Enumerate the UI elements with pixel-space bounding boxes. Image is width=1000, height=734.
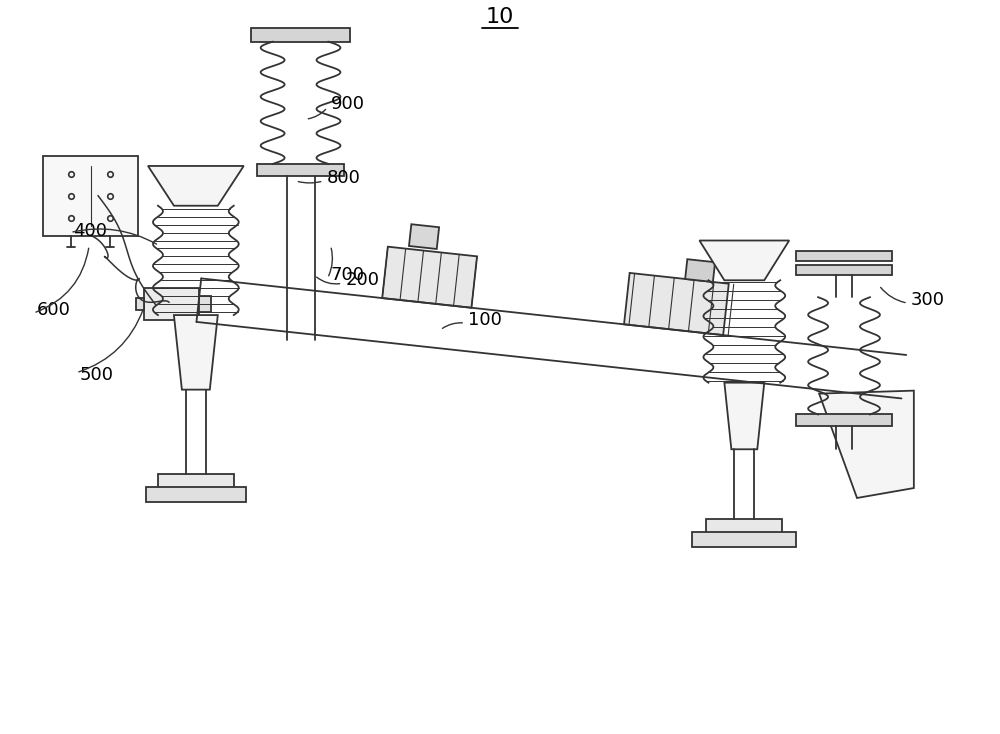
Text: 700: 700 [330, 266, 364, 284]
Polygon shape [409, 224, 439, 249]
Bar [706, 519, 782, 533]
Bar [796, 252, 892, 261]
Text: 900: 900 [330, 95, 364, 113]
Bar [43, 156, 138, 236]
Bar [257, 164, 344, 176]
Bar [199, 297, 211, 312]
Polygon shape [148, 166, 244, 206]
Text: 600: 600 [36, 301, 70, 319]
Text: 800: 800 [326, 169, 360, 187]
Polygon shape [724, 382, 764, 449]
Bar [251, 28, 350, 42]
Text: 500: 500 [79, 366, 113, 384]
Polygon shape [624, 273, 729, 335]
Bar [144, 288, 199, 320]
Text: 10: 10 [486, 7, 514, 26]
Bar [796, 415, 892, 426]
Polygon shape [819, 390, 914, 498]
Polygon shape [685, 259, 715, 282]
Polygon shape [699, 241, 789, 280]
Bar [796, 266, 892, 275]
Text: 200: 200 [345, 272, 379, 289]
Bar [136, 298, 144, 310]
Bar [158, 474, 234, 488]
Bar [692, 532, 796, 547]
Text: 400: 400 [73, 222, 107, 239]
Text: 100: 100 [468, 311, 502, 329]
Polygon shape [174, 315, 218, 390]
Text: 300: 300 [911, 291, 945, 309]
Bar [146, 487, 246, 502]
Polygon shape [382, 247, 477, 308]
